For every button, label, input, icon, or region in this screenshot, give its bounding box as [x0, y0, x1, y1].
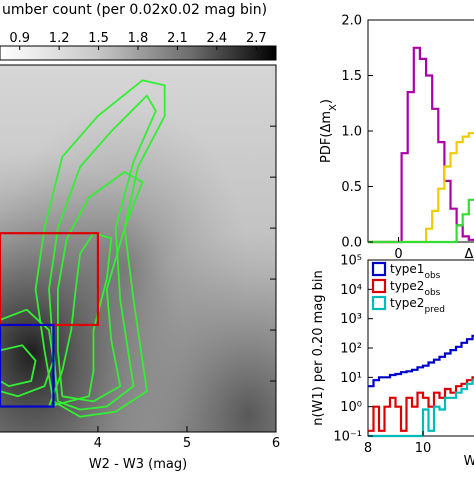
pdf-series-line	[368, 198, 474, 244]
hist-x-ticks: 8 10	[364, 431, 431, 456]
colorbar-tick-label: 2.4	[207, 31, 228, 46]
pdf-series-line	[368, 46, 474, 244]
hist-legend-label: type1obs	[390, 262, 441, 281]
heatmap-x-label: W2 - W3 (mag)	[89, 457, 187, 472]
hist-legend-swatch	[371, 278, 387, 294]
pdf-series-line	[368, 132, 474, 244]
hist-legend-label: type2obs	[390, 279, 441, 298]
pdf-x-label: Δ	[465, 247, 474, 262]
hist-x-tick-label: 10	[415, 441, 432, 456]
pdf-y-label: PDF(ΔmX)	[319, 99, 339, 163]
hist-y-tick-label: 10⁻¹	[333, 430, 362, 445]
colorbar-tick-label: 1.5	[88, 31, 109, 46]
colorbar-ticks: 0.9 1.2 1.5 1.8 2.1 2.4 2.7	[9, 31, 267, 50]
heatmap-x-tick-label: 5	[183, 436, 191, 451]
hist-legend-swatch	[371, 295, 387, 311]
pdf-y-ticks: 0.0 0.5 1.0 1.5 2.0	[341, 14, 373, 251]
colorbar-tick-label: 0.9	[9, 31, 30, 46]
heatmap-x-ticks: 4 5 6	[94, 125, 280, 451]
heatmap-plot-area	[0, 65, 276, 432]
heatmap-x-tick-label: 4	[94, 436, 102, 451]
heatmap-frame	[0, 64, 277, 433]
pdf-series-lines	[368, 46, 474, 244]
colorbar-tick-label: 1.2	[49, 31, 70, 46]
contour-line	[48, 94, 157, 411]
hist-legend-label: type2pred	[390, 296, 445, 315]
pdf-y-tick-label: 0.5	[341, 180, 362, 195]
selection-box	[0, 323, 55, 408]
hist-series-line	[368, 379, 474, 438]
heatmap-x-tick-label: 6	[272, 436, 280, 451]
pdf-y-tick-label: 0.0	[341, 236, 362, 251]
hist-y-tick-label: 10³	[340, 312, 362, 327]
pdf-x-tick-label: 0	[394, 247, 402, 262]
colorbar-title: umber count (per 0.02x0.02 mag bin)	[2, 2, 267, 18]
hist-y-tick-label: 10⁵	[340, 254, 362, 269]
hist-y-tick-label: 10⁴	[340, 283, 362, 298]
colorbar-tick-label: 2.1	[167, 31, 188, 46]
contour-line	[48, 232, 113, 408]
pdf-y-tick-label: 1.0	[341, 125, 362, 140]
heatmap-density-lower-right	[0, 65, 276, 432]
pdf-y-tick-label: 1.5	[341, 69, 362, 84]
hist-y-ticks: 10⁻¹ 10⁰ 10¹ 10² 10³ 10⁴ 10⁵	[333, 254, 373, 445]
hist-x-tick-label: 8	[364, 441, 372, 456]
contour-line	[0, 344, 37, 387]
hist-y-tick-label: 10¹	[340, 371, 362, 386]
hist-series-lines	[368, 334, 474, 438]
colorbar-tick-label: 2.7	[246, 31, 267, 46]
hist-x-label: W	[464, 454, 474, 469]
pdf-y-tick-label: 2.0	[341, 14, 362, 29]
contour-line	[57, 171, 144, 403]
selection-boxes	[0, 232, 100, 408]
hist-series-line	[368, 376, 474, 432]
hist-legend-swatch	[371, 261, 387, 277]
hist-y-label: n(W1) per 0.20 mag bin	[311, 270, 326, 426]
colorbar-tick-label: 1.8	[128, 31, 149, 46]
hist-y-tick-label: 10⁰	[340, 400, 362, 415]
hist-y-tick-label: 10²	[340, 342, 362, 357]
hist-series-line	[368, 334, 474, 388]
contour-line	[34, 79, 166, 418]
